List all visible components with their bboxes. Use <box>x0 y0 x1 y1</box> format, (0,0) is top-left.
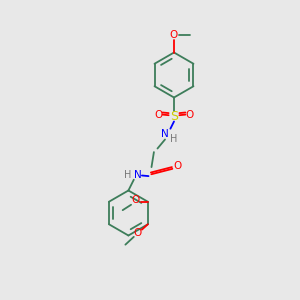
Text: O: O <box>154 110 163 120</box>
Text: O: O <box>133 228 142 238</box>
Text: N: N <box>134 170 141 181</box>
Text: O: O <box>174 160 182 171</box>
Text: H: H <box>124 170 131 181</box>
Text: H: H <box>170 134 178 144</box>
Text: O: O <box>185 110 194 120</box>
Text: O: O <box>170 29 178 40</box>
Text: N: N <box>160 129 168 139</box>
Text: O: O <box>131 195 140 205</box>
Text: S: S <box>170 110 178 123</box>
